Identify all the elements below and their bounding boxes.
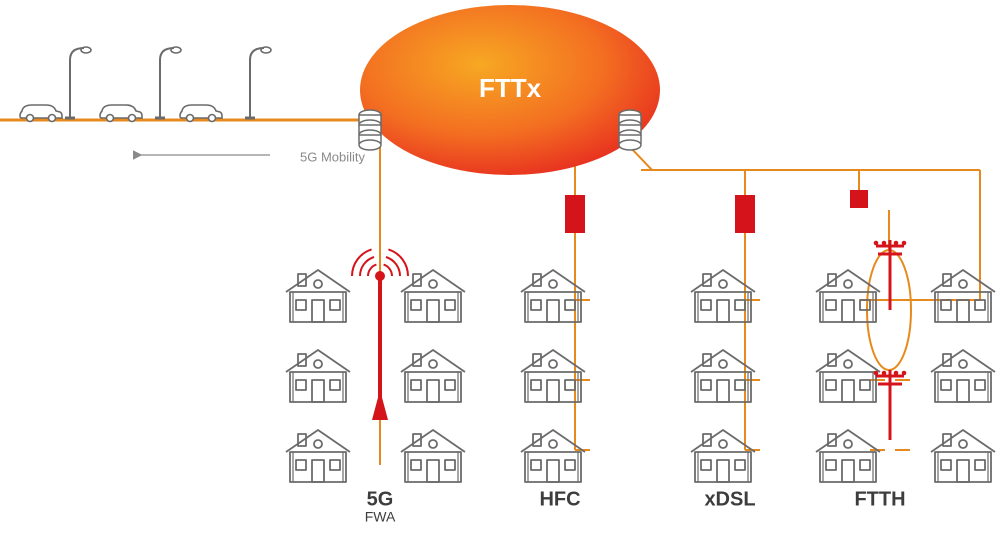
label-5g-sub: FWA <box>365 509 396 525</box>
ftth-box <box>850 190 868 208</box>
houses-ftth-r1c0 <box>816 350 880 402</box>
label-5g: 5G <box>367 488 394 510</box>
houses-ftth-r1c1 <box>931 350 995 402</box>
hfc-box <box>565 195 585 233</box>
houses-5g-r2c0 <box>286 430 350 482</box>
server-left <box>359 110 381 150</box>
houses-5g-r1c0 <box>286 350 350 402</box>
fwa-antenna-icon <box>352 249 408 420</box>
houses-5g-r1c1 <box>401 350 465 402</box>
streetlight-icon-1 <box>155 47 181 118</box>
mobility-label: 5G Mobility <box>300 149 366 164</box>
houses-ftth-r2c0 <box>816 430 880 482</box>
label-hfc: HFC <box>539 488 580 510</box>
label-xdsl: xDSL <box>704 488 755 510</box>
server-right <box>619 110 641 150</box>
diagram-canvas: FTTx 5G Mobility 5GFWA HFC xDSL FTTH <box>0 0 1000 540</box>
streetlight-icon-0 <box>65 47 91 118</box>
fttx-label: FTTx <box>479 73 542 103</box>
houses-5g-r0c0 <box>286 270 350 322</box>
houses-ftth-r2c1 <box>931 430 995 482</box>
houses-ftth-r0c1 <box>931 270 995 322</box>
label-ftth: FTTH <box>854 488 905 510</box>
houses-5g-r2c1 <box>401 430 465 482</box>
streetlight-icon-2 <box>245 47 271 118</box>
houses-5g-r0c1 <box>401 270 465 322</box>
xdsl-box <box>735 195 755 233</box>
